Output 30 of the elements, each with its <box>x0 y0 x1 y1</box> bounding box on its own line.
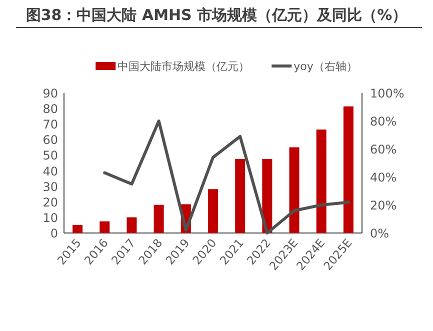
y-tick-label: 80 <box>42 102 58 116</box>
bar <box>72 224 83 233</box>
y2-tick-label: 20% <box>370 198 397 212</box>
bar <box>100 221 110 233</box>
y2-tick-label: 0% <box>370 226 390 240</box>
chart-title: 图38：中国大陆 AMHS 市场规模（亿元）及同比（%） <box>26 6 408 24</box>
bar <box>289 147 300 233</box>
y-tick-label: 10 <box>42 210 58 225</box>
y-tick-label: 50 <box>42 148 58 163</box>
bar <box>343 106 354 233</box>
y-tick-label: 40 <box>42 164 58 178</box>
bar <box>235 158 246 233</box>
bar <box>126 217 137 233</box>
legend-label: 中国大陆市场规模（亿元） <box>118 60 250 73</box>
y-tick-label: 0 <box>50 226 58 240</box>
y-tick-label: 60 <box>42 133 58 148</box>
y-tick-label: 90 <box>42 86 58 100</box>
bar <box>154 204 164 233</box>
bar <box>316 130 326 233</box>
y2-tick-label: 40% <box>370 170 397 184</box>
y-tick-label: 30 <box>42 180 58 194</box>
line-series <box>103 120 350 234</box>
y-tick-label: 70 <box>42 118 58 132</box>
bar <box>208 189 218 233</box>
y-tick-label: 20 <box>42 195 58 210</box>
y2-tick-label: 80% <box>370 114 397 128</box>
legend-label: yoy（右轴） <box>294 60 358 73</box>
bar <box>262 158 272 233</box>
y2-tick-label: 100% <box>370 86 404 100</box>
y2-tick-label: 60% <box>370 142 397 156</box>
